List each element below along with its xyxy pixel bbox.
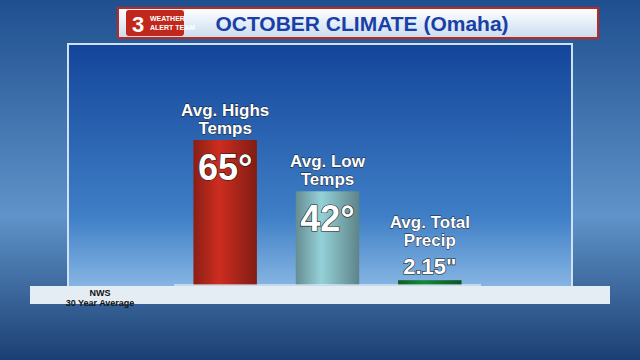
background (0, 0, 640, 360)
bar (398, 280, 461, 285)
bar (296, 191, 359, 285)
source: 30 Year Average (66, 298, 135, 308)
logo-text: ALERT TEAM (150, 24, 195, 31)
logo-text: WEATHER (150, 15, 185, 22)
panel (68, 44, 572, 290)
title: OCTOBER CLIMATE (Omaha) (215, 12, 508, 35)
category-label: Avg. HighsTemps (181, 101, 269, 138)
logo-box (126, 10, 184, 36)
logo: 3 WEATHER ALERT TEAM (126, 10, 195, 37)
labels: 65° Avg. HighsTemps 42° Avg. LowTemps 2.15" A… (181, 101, 470, 279)
category-label: Avg. LowTemps (290, 152, 366, 189)
baseline (174, 285, 481, 286)
category-label: Avg. TotalPrecip (390, 213, 470, 250)
data-label: 2.15" (403, 254, 456, 279)
logo-number: 3 (132, 12, 144, 37)
data-label: 65° (198, 147, 252, 188)
bar (193, 140, 256, 285)
chart: OCTOBER CLIMATE (Omaha) 3 WEATHER ALERT TEA… (0, 0, 640, 360)
title-bar (118, 8, 598, 38)
data-label: 42° (300, 198, 354, 239)
source: NWS (90, 288, 111, 298)
